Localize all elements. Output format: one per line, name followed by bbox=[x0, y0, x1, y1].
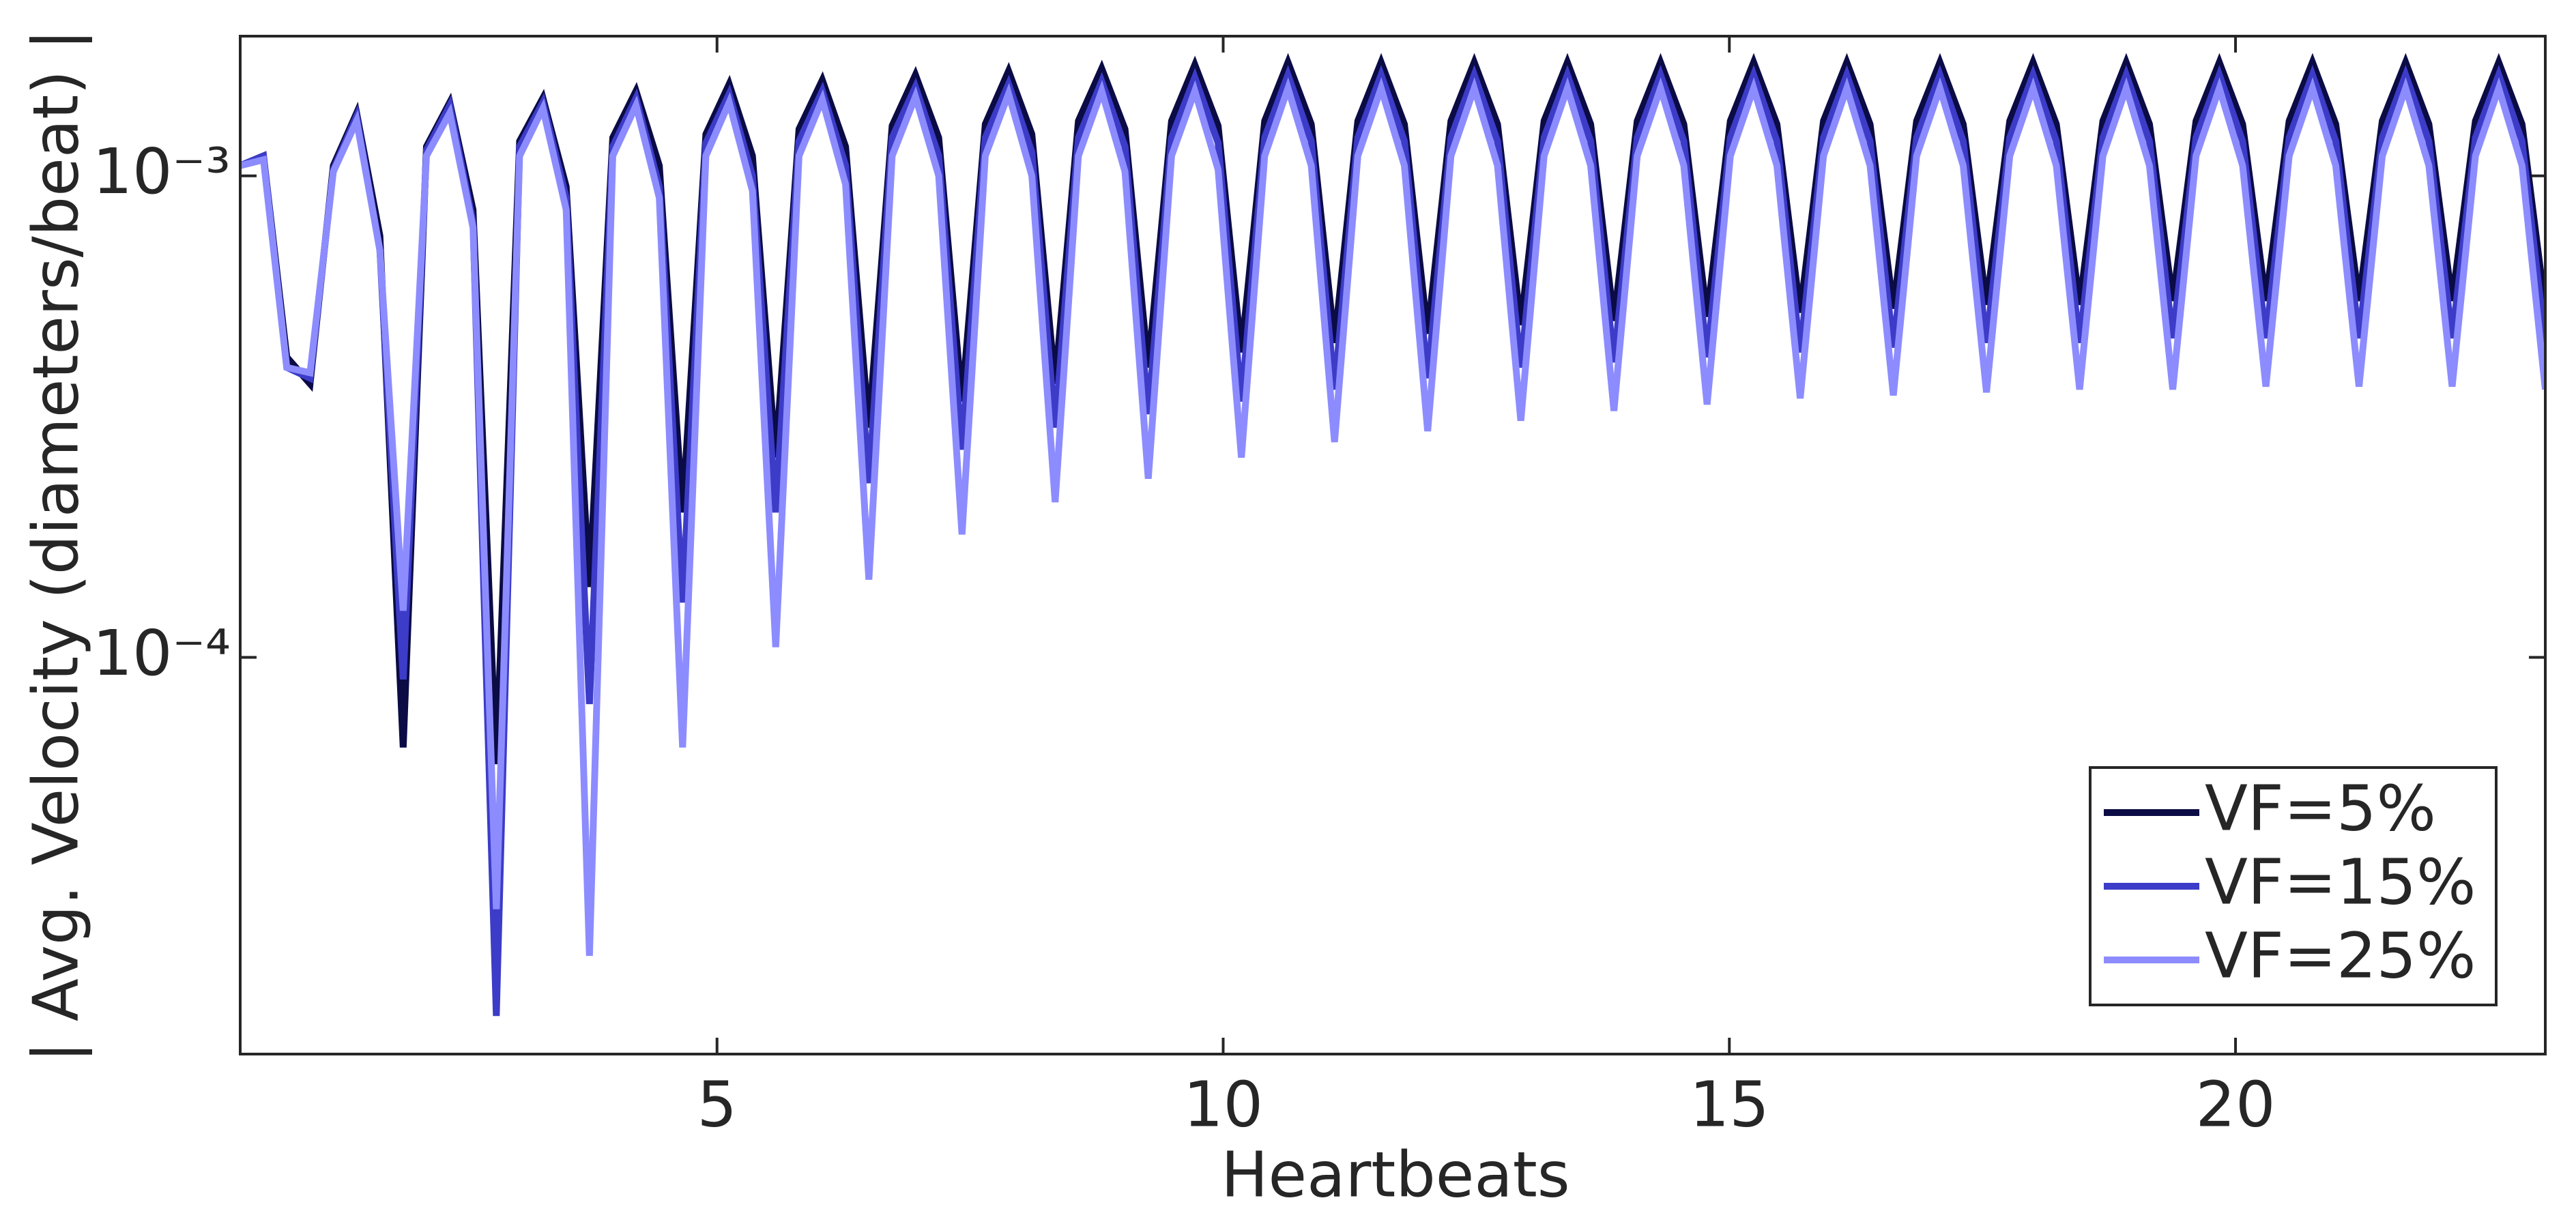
legend-label: VF=5% bbox=[2205, 772, 2436, 845]
plot-frame bbox=[239, 35, 2547, 1055]
y-tick-label: 10⁻⁴ bbox=[92, 617, 231, 690]
x-tick-label: 10 bbox=[1183, 1068, 1263, 1141]
x-tick-label: 15 bbox=[1690, 1068, 1769, 1141]
y-tick-label: 10⁻³ bbox=[92, 135, 231, 208]
legend-label: VF=25% bbox=[2205, 919, 2476, 992]
x-tick-label: 5 bbox=[697, 1068, 737, 1141]
line-series bbox=[240, 65, 2545, 1017]
line-series bbox=[240, 77, 2545, 957]
x-axis-label: Heartbeats bbox=[1221, 1138, 1569, 1211]
legend-label: VF=15% bbox=[2205, 845, 2476, 918]
x-tick-label: 20 bbox=[2196, 1068, 2276, 1141]
y-axis-label: | Avg. Velocity (diameters/beat) | bbox=[19, 29, 92, 1063]
